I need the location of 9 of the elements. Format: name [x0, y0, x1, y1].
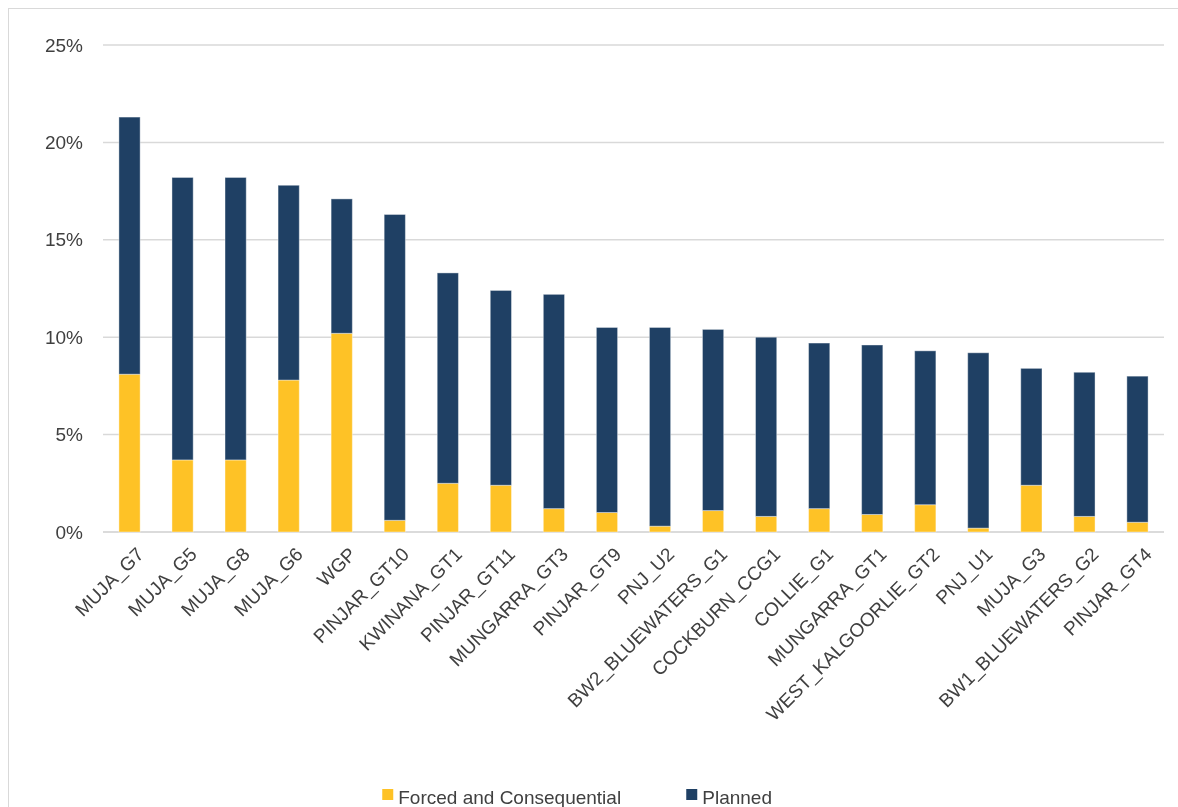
y-tick-label: 10% [44, 326, 84, 348]
y-tick-label: 0% [55, 521, 84, 543]
y-tick-label: 5% [55, 424, 84, 446]
y-tick-label: 25% [44, 34, 84, 56]
bar [967, 352, 990, 529]
y-tick-label: 20% [44, 132, 84, 154]
legend-label: Planned [702, 786, 772, 807]
legend-label: Forced and Consequential [398, 786, 622, 807]
y-tick-label: 15% [44, 229, 84, 251]
